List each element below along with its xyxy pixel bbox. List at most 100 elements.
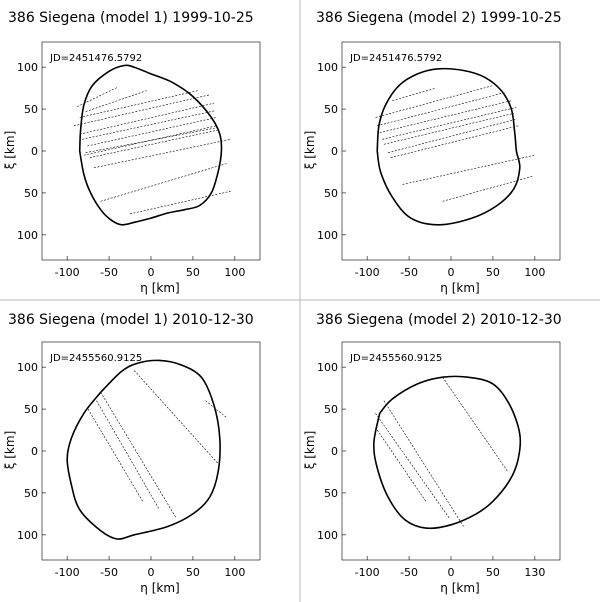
asteroid-outline xyxy=(376,67,521,226)
occultation-chord xyxy=(377,92,506,127)
x-tick-label: -50 xyxy=(400,566,418,579)
x-tick-label: -100 xyxy=(355,566,380,579)
y-tick-label: 50 xyxy=(324,103,338,116)
occultation-chord xyxy=(375,413,450,519)
y-tick-label: 50 xyxy=(24,487,38,500)
y-tick-label: 0 xyxy=(331,445,338,458)
x-tick-labels: -100 -50 0 50 100 xyxy=(55,556,245,579)
y-tick-labels: 100 50 0 50 100 xyxy=(17,361,46,542)
chart-panel-1: 386 Siegena (model 1) 1999-10-25 JD=2451… xyxy=(3,10,261,295)
occultation-chord xyxy=(205,400,227,418)
jd-annotation: JD=2451476.5792 xyxy=(349,53,442,64)
y-tick-label: 100 xyxy=(17,361,38,374)
x-tick-label: 50 xyxy=(186,566,200,579)
occultation-chord xyxy=(73,94,210,127)
chart-panel-2: 386 Siegena (model 2) 1999-10-25 JD=2451… xyxy=(303,10,562,295)
y-tick-label: 50 xyxy=(324,187,338,200)
chord-group xyxy=(87,370,227,519)
y-tick-label: 0 xyxy=(331,145,338,158)
occultation-chord xyxy=(79,102,214,135)
x-tick-label: -100 xyxy=(355,266,380,279)
y-tick-label: 50 xyxy=(324,487,338,500)
y-tick-label: 50 xyxy=(24,187,38,200)
occultation-chord xyxy=(87,408,143,502)
occultation-chord xyxy=(390,125,519,158)
y-axis-label: ξ [km] xyxy=(303,431,317,470)
occultation-chord xyxy=(375,85,493,118)
occultation-chord xyxy=(442,377,509,473)
x-tick-label: 50 xyxy=(486,566,500,579)
y-tick-label: 100 xyxy=(317,361,338,374)
occultation-chord xyxy=(83,125,217,156)
occultation-chord xyxy=(402,154,535,185)
chart-title: 386 Siegena (model 1) 1999-10-25 xyxy=(8,10,254,26)
x-tick-label: 0 xyxy=(148,566,155,579)
x-tick-label: 0 xyxy=(148,266,155,279)
occultation-chord xyxy=(383,400,464,527)
y-tick-label: 100 xyxy=(317,61,338,74)
asteroid-outline xyxy=(66,359,221,540)
chart-title: 386 Siegena (model 2) 1999-10-25 xyxy=(316,10,562,26)
chart-panel-4: 386 Siegena (model 2) 2010-12-30 JD=2455… xyxy=(303,312,562,595)
occultation-chord xyxy=(382,107,517,140)
x-tick-label: 100 xyxy=(224,266,245,279)
plot-frame xyxy=(341,41,561,261)
occultation-chord xyxy=(383,113,514,145)
occultation-chord xyxy=(379,100,512,133)
y-tick-label: 100 xyxy=(17,61,38,74)
x-tick-labels: -100 -50 0 50 100 xyxy=(55,256,245,279)
y-tick-label: 50 xyxy=(24,403,38,416)
x-tick-label: 100 xyxy=(524,266,545,279)
occultation-chord xyxy=(79,90,199,118)
y-tick-label: 50 xyxy=(324,403,338,416)
x-axis-label: η [km] xyxy=(440,581,479,595)
chord-group xyxy=(73,87,231,215)
asteroid-outline xyxy=(372,375,522,530)
x-tick-labels: -100 -50 0 50 130 xyxy=(355,556,545,579)
occultation-chord xyxy=(96,400,160,510)
x-tick-label: 50 xyxy=(186,266,200,279)
occultation-chord xyxy=(93,139,231,169)
y-tick-label: 100 xyxy=(17,529,38,542)
occultation-chord xyxy=(89,129,219,158)
x-tick-label: 0 xyxy=(448,566,455,579)
occultation-chord xyxy=(100,392,177,519)
y-tick-labels: 100 50 0 50 100 xyxy=(17,61,46,242)
jd-annotation: JD=2455560.9125 xyxy=(49,353,142,364)
y-tick-labels: 100 50 0 50 100 xyxy=(317,361,346,542)
x-axis-label: η [km] xyxy=(140,581,179,595)
y-tick-label: 100 xyxy=(317,529,338,542)
x-tick-label: -50 xyxy=(100,266,118,279)
x-tick-label: -100 xyxy=(55,566,80,579)
y-tick-label: 0 xyxy=(31,445,38,458)
y-tick-label: 100 xyxy=(17,229,38,242)
chord-group xyxy=(375,85,535,202)
chord-group xyxy=(375,377,509,527)
jd-annotation: JD=2455560.9125 xyxy=(349,353,442,364)
occultation-chord xyxy=(85,90,147,112)
y-tick-label: 100 xyxy=(317,229,338,242)
chart-title: 386 Siegena (model 1) 2010-12-30 xyxy=(8,312,254,328)
y-axis-label: ξ [km] xyxy=(3,431,17,470)
x-tick-label: 130 xyxy=(524,566,545,579)
x-tick-label: -50 xyxy=(100,566,118,579)
x-axis-label: η [km] xyxy=(440,281,479,295)
occultation-chord xyxy=(392,87,436,101)
x-tick-labels: -100 -50 0 50 100 xyxy=(355,256,545,279)
chart-title: 386 Siegena (model 2) 2010-12-30 xyxy=(316,312,562,328)
x-tick-label: -50 xyxy=(400,266,418,279)
y-axis-label: ξ [km] xyxy=(303,131,317,170)
x-tick-label: 50 xyxy=(486,266,500,279)
occultation-chord xyxy=(87,117,217,147)
occultation-chord xyxy=(100,163,227,202)
jd-annotation: JD=2451476.5792 xyxy=(49,53,142,64)
occultation-chord xyxy=(85,127,219,153)
x-tick-label: -100 xyxy=(55,266,80,279)
y-tick-label: 0 xyxy=(31,145,38,158)
y-tick-label: 50 xyxy=(24,103,38,116)
occultation-chord xyxy=(82,110,215,140)
x-tick-label: 100 xyxy=(224,566,245,579)
x-axis-label: η [km] xyxy=(140,281,179,295)
y-tick-labels: 100 50 0 50 100 xyxy=(317,61,346,242)
